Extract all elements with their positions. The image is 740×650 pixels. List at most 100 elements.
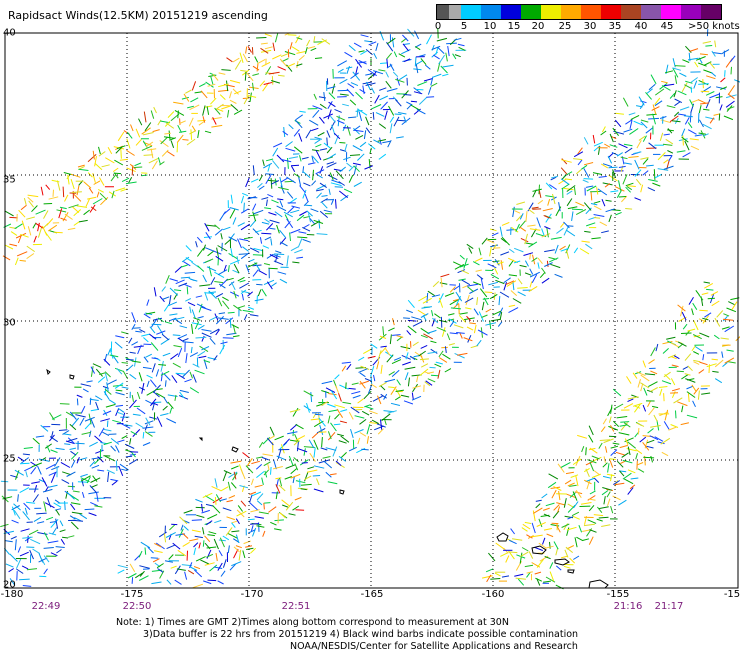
wind-barb — [210, 277, 216, 286]
wind-barb — [440, 65, 448, 74]
wind-barb — [573, 247, 579, 254]
wind-barb — [202, 540, 205, 547]
wind-barb — [529, 253, 531, 260]
wind-barb — [498, 307, 504, 317]
wind-barb — [684, 353, 692, 361]
wind-barb — [327, 431, 332, 440]
wind-barb — [276, 455, 287, 461]
wind-barb — [78, 219, 88, 223]
wind-barb — [591, 237, 601, 240]
wind-barb — [550, 524, 560, 527]
wind-barb — [407, 377, 410, 387]
wind-barb — [505, 555, 510, 563]
wind-barb — [215, 255, 224, 262]
wind-barb — [640, 119, 649, 123]
wind-barb — [430, 374, 439, 377]
wind-barb — [278, 186, 289, 191]
wind-barb — [593, 514, 604, 517]
wind-barb — [472, 261, 480, 266]
wind-barb — [52, 189, 54, 197]
wind-barb — [643, 387, 648, 396]
wind-barb — [501, 236, 510, 246]
wind-barb — [103, 391, 110, 400]
wind-barb — [687, 122, 693, 129]
wind-barb — [720, 337, 729, 340]
wind-barb — [541, 233, 551, 238]
wind-barb — [101, 164, 110, 168]
wind-barb — [327, 100, 333, 109]
scale-swatch — [449, 5, 461, 19]
wind-barb — [135, 422, 144, 428]
wind-barb — [76, 394, 83, 398]
wind-barb — [51, 179, 60, 183]
wind-barb — [327, 153, 337, 160]
wind-barb — [192, 583, 204, 589]
wind-barb — [638, 96, 645, 106]
wind-barb — [355, 110, 363, 112]
wind-barb — [372, 111, 375, 120]
wind-barb — [702, 41, 712, 44]
wind-barb — [585, 460, 594, 466]
wind-barb — [214, 224, 221, 230]
wind-barb — [205, 81, 214, 88]
wind-barb — [705, 45, 713, 47]
wind-barb — [619, 470, 625, 477]
wind-barb — [396, 77, 401, 86]
wind-barb — [432, 317, 439, 324]
wind-barb — [62, 471, 72, 476]
wind-barb — [187, 301, 196, 307]
wind-barb — [728, 301, 735, 306]
wind-barb — [337, 60, 348, 67]
wind-barb — [403, 116, 407, 123]
wind-barb — [88, 512, 97, 517]
wind-barb — [565, 471, 574, 475]
wind-barb — [531, 274, 538, 284]
wind-barb — [334, 374, 340, 380]
wind-barb — [181, 256, 190, 263]
wind-barb — [720, 86, 728, 91]
wind-barb — [68, 204, 79, 209]
wind-barb — [340, 409, 348, 412]
wind-barb — [125, 181, 137, 185]
wind-barb — [669, 92, 676, 99]
wind-barb — [612, 388, 622, 397]
wind-barb — [276, 224, 280, 234]
wind-barb — [237, 305, 246, 309]
wind-barb — [193, 542, 199, 548]
wind-barb — [160, 370, 170, 376]
wind-barb — [313, 465, 325, 469]
wind-barb — [240, 252, 250, 260]
wind-barb — [655, 88, 665, 96]
wind-barb — [299, 155, 302, 162]
wind-barb — [282, 130, 289, 136]
wind-barb — [282, 504, 289, 508]
wind-barb — [131, 323, 136, 331]
wind-barb — [467, 286, 474, 293]
wind-barb — [485, 308, 492, 313]
wind-barb — [679, 106, 690, 111]
wind-barb — [649, 435, 659, 441]
wind-barb — [24, 466, 33, 472]
wind-barb — [308, 439, 315, 449]
wind-barb — [26, 245, 35, 253]
wind-barb — [573, 158, 583, 161]
wind-barb — [92, 150, 95, 160]
wind-barb — [520, 237, 529, 243]
wind-barb — [48, 484, 58, 488]
wind-barb — [461, 269, 470, 275]
wind-barb — [289, 42, 293, 50]
wind-barb — [694, 134, 703, 137]
wind-barb — [691, 345, 696, 352]
wind-barb — [659, 388, 663, 396]
wind-barb — [347, 83, 355, 89]
wind-barb — [352, 394, 361, 399]
wind-barb — [190, 97, 199, 103]
wind-barb — [233, 109, 243, 115]
wind-barb — [94, 505, 103, 508]
wind-barb — [267, 164, 271, 172]
wind-barb — [535, 577, 543, 582]
wind-barb — [457, 43, 465, 47]
wind-barb — [348, 174, 354, 183]
wind-barb — [231, 465, 239, 470]
wind-barb — [597, 188, 608, 196]
